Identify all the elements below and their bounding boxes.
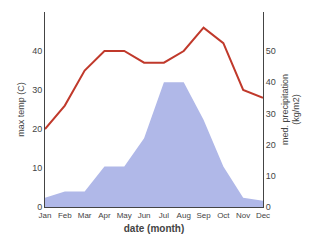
- svg-text:date (month): date (month): [124, 223, 185, 234]
- svg-text:Oct: Oct: [217, 211, 230, 220]
- svg-text:max temp (C): max temp (C): [16, 82, 26, 137]
- svg-text:30: 30: [32, 85, 42, 95]
- svg-text:May: May: [117, 211, 132, 220]
- svg-text:Aug: Aug: [177, 211, 191, 220]
- svg-text:50: 50: [266, 46, 276, 56]
- svg-text:0: 0: [266, 202, 271, 212]
- svg-text:Jan: Jan: [39, 211, 52, 220]
- svg-text:0: 0: [37, 202, 42, 212]
- svg-text:Feb: Feb: [58, 211, 72, 220]
- svg-text:Sep: Sep: [196, 211, 211, 220]
- svg-text:Jun: Jun: [138, 211, 151, 220]
- svg-text:Mar: Mar: [78, 211, 92, 220]
- svg-text:20: 20: [32, 124, 42, 134]
- svg-text:10: 10: [32, 163, 42, 173]
- svg-text:Apr: Apr: [98, 211, 111, 220]
- svg-text:Jul: Jul: [159, 211, 169, 220]
- svg-text:40: 40: [266, 77, 276, 87]
- svg-text:Nov: Nov: [236, 211, 250, 220]
- svg-text:10: 10: [266, 171, 276, 181]
- svg-text:40: 40: [32, 46, 42, 56]
- svg-text:Dec: Dec: [256, 211, 270, 220]
- svg-text:20: 20: [266, 140, 276, 150]
- svg-text:30: 30: [266, 109, 276, 119]
- svg-text:med. precipitation(kg/m2): med. precipitation(kg/m2): [280, 74, 302, 145]
